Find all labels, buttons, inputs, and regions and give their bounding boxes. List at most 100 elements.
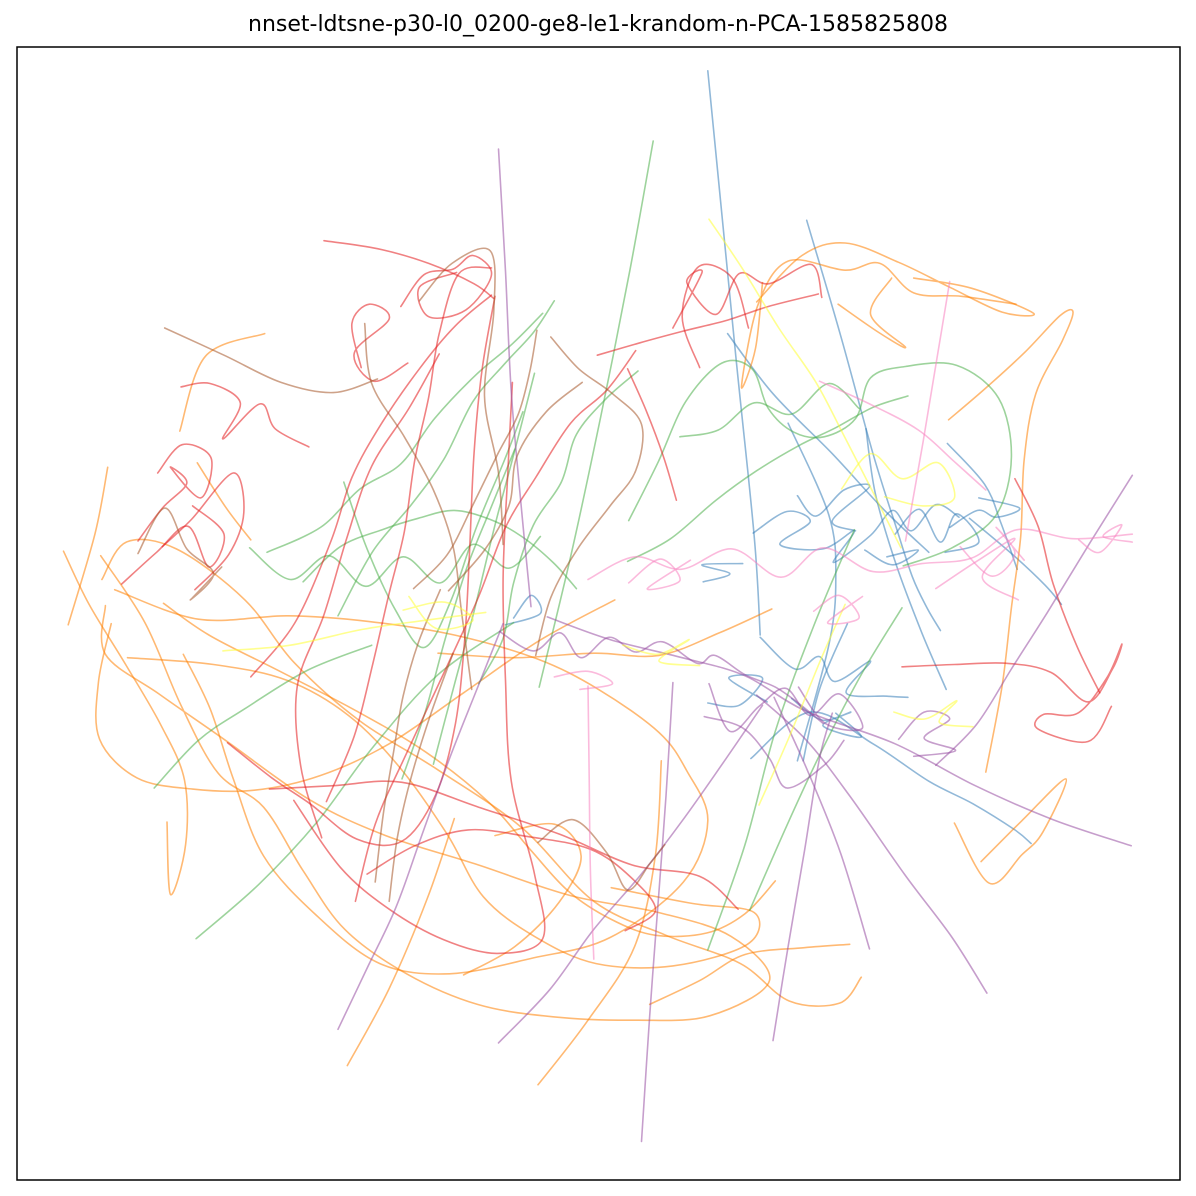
trace-line: [935, 537, 1020, 601]
trace-line: [537, 760, 663, 1086]
trace-line: [337, 300, 556, 617]
trace-line: [537, 818, 666, 891]
trace-line: [648, 943, 851, 1006]
trace-line: [772, 712, 834, 1042]
trace-line: [901, 643, 1123, 744]
trace-line: [126, 656, 761, 969]
trace-line: [904, 280, 951, 542]
trace-line: [703, 715, 845, 789]
trace-line: [196, 462, 252, 541]
trace-line: [447, 381, 583, 592]
trace-line: [325, 266, 493, 803]
trace-line: [498, 630, 824, 725]
trace-line: [497, 704, 764, 1044]
trace-line: [67, 466, 109, 626]
trace-line: [708, 682, 864, 733]
trace-line: [99, 554, 771, 1022]
trace-line: [293, 381, 546, 955]
trace-line: [1014, 477, 1101, 694]
trace-line: [388, 652, 454, 903]
trace-line: [161, 472, 245, 591]
trace-line: [622, 638, 701, 667]
trace-line: [163, 327, 379, 394]
trace-line: [497, 148, 532, 608]
trace-line: [740, 259, 1017, 389]
trace-line: [374, 588, 442, 883]
trace-line: [947, 308, 1074, 773]
trace-line: [337, 622, 504, 1031]
trace-line: [946, 442, 1018, 571]
trace-line: [402, 595, 474, 631]
trace-line: [137, 507, 223, 601]
trace-line: [864, 549, 920, 566]
trace-line: [400, 254, 493, 319]
trace-line: [354, 349, 637, 903]
trace-line: [1078, 523, 1134, 554]
trace-line: [812, 594, 864, 625]
trace-line: [679, 382, 860, 438]
trace-line: [707, 528, 856, 951]
plot-frame: [16, 46, 1181, 1181]
trace-line: [893, 699, 974, 728]
trace-line: [640, 681, 674, 1143]
trace-line: [437, 608, 773, 659]
trace-line: [627, 359, 1013, 567]
trace-line: [755, 694, 988, 994]
trace-line: [959, 526, 1025, 577]
trace-line: [62, 550, 189, 896]
trace-line: [802, 622, 849, 762]
trace-line: [790, 697, 863, 739]
plot-background: [17, 47, 1180, 1180]
trace-line: [773, 696, 871, 950]
trace-line: [101, 538, 863, 1007]
trace-line: [805, 219, 942, 632]
trace-line: [596, 293, 820, 356]
trace-line: [672, 263, 823, 329]
trace-line: [153, 644, 373, 789]
trace-line: [894, 508, 980, 554]
trace-line: [953, 778, 1068, 885]
trace-line: [787, 422, 837, 762]
trace-line: [294, 353, 440, 839]
trace-line: [363, 322, 473, 691]
trace-line: [462, 822, 582, 976]
chart-title: nnset-ldtsne-p30-l0_0200-ge8-le1-krandom…: [248, 12, 948, 37]
trace-line: [248, 535, 542, 588]
trace-line: [708, 218, 902, 549]
trace-line: [179, 332, 266, 432]
trace-line: [758, 603, 846, 806]
trace-line: [534, 336, 644, 657]
trace-line: [113, 588, 709, 975]
trace-line: [351, 303, 409, 383]
trace-line: [840, 452, 956, 507]
trace-line: [701, 562, 744, 583]
trace-line: [180, 382, 310, 448]
trace-line: [818, 380, 987, 491]
trace-line: [707, 674, 768, 708]
trace-line: [681, 263, 750, 369]
trace-line: [627, 558, 692, 591]
trace-line: [755, 242, 1035, 317]
series-layer: [62, 70, 1134, 1143]
trace-line: [418, 247, 504, 546]
trace-line: [726, 332, 930, 554]
trace-line: [837, 277, 907, 349]
trace-line: [587, 685, 595, 960]
trace-line: [553, 670, 614, 691]
trace-line: [412, 329, 538, 590]
trace-line: [162, 602, 777, 938]
trace-line: [346, 817, 456, 1067]
trace-line: [343, 411, 524, 649]
trace-line: [538, 140, 654, 688]
trace-line: [626, 395, 909, 563]
trace-line: [626, 368, 678, 501]
trace-line: [250, 294, 493, 678]
trace-line: [897, 710, 957, 758]
trace-line: [268, 780, 739, 910]
trace-line: [948, 497, 1021, 529]
trace-line: [323, 239, 495, 300]
trace-line: [968, 517, 1063, 606]
trace-line: [95, 599, 616, 793]
trace-line: [504, 594, 543, 626]
